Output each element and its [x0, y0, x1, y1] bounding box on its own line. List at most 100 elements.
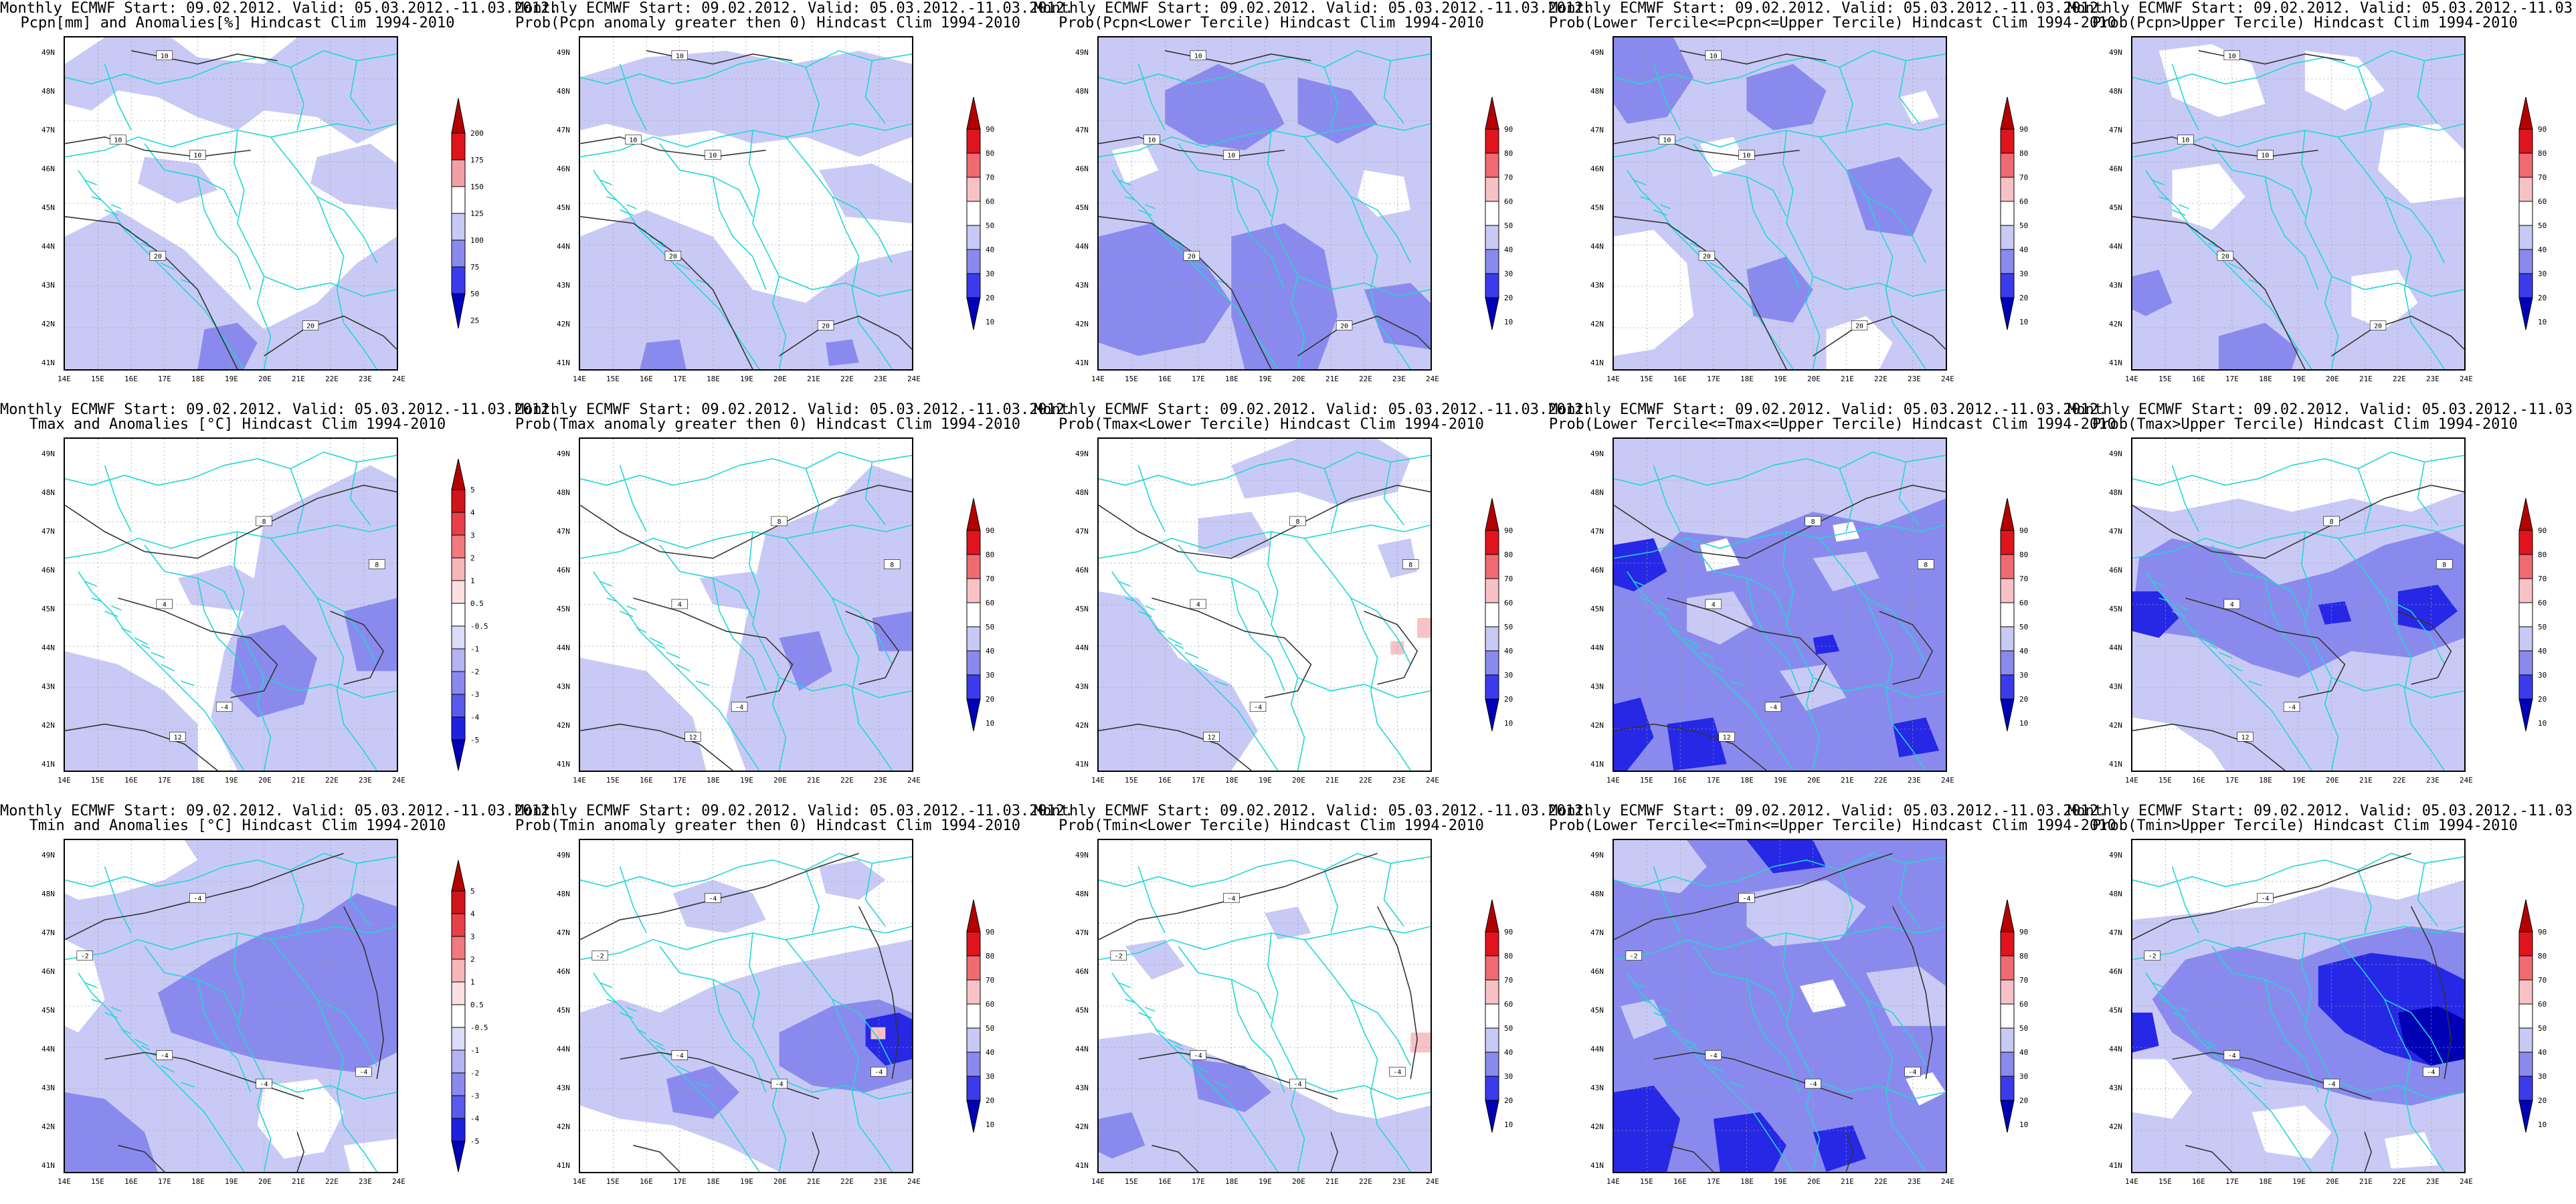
lat-tick-label: 48N — [41, 87, 55, 96]
lon-tick-label: 18E — [1740, 375, 1754, 383]
map-area: -4 -2 -4 -4 -4 — [1097, 839, 1432, 1173]
lon-tick-label: 22E — [1359, 1177, 1372, 1186]
lon-tick-label: 15E — [91, 776, 104, 785]
colorbar-label: 80 — [986, 550, 994, 559]
lat-tick-label: 47N — [1075, 527, 1089, 536]
lon-tick-label: 22E — [1359, 776, 1372, 785]
lon-tick-label: 16E — [2192, 375, 2205, 383]
colorbar-swatch — [451, 890, 466, 914]
lon-tick-label: 15E — [2158, 1177, 2172, 1186]
latitude-ticks: 49N 48N 47N 46N 45N 44N 43N 42N 41N — [1067, 437, 1095, 772]
longitude-ticks: 14E 15E 16E 17E 18E 19E 20E 21E 22E 23E 24E — [2125, 375, 2473, 385]
colorbar-swatch — [2518, 578, 2533, 603]
map-area: -4 -2 -4 -4 -4 — [64, 839, 398, 1173]
lat-tick-label: 49N — [2109, 851, 2122, 860]
contour-label: 20 — [154, 253, 162, 260]
lat-tick-label: 46N — [1075, 967, 1089, 976]
lon-tick-label: 23E — [1392, 1177, 1406, 1186]
contour-label: 4 — [1712, 601, 1716, 609]
colorbar-label: 70 — [2019, 575, 2028, 583]
map-canvas: -4 -2 -4 -4 -4 — [65, 840, 397, 1172]
lon-tick-label: 24E — [907, 375, 921, 383]
colorbar-swatch — [2000, 1051, 2015, 1077]
colorbar-label: 10 — [2019, 1120, 2028, 1129]
anomaly-field-region — [870, 1027, 886, 1039]
map-canvas: -4 -2 -4 -4 -4 — [2132, 840, 2464, 1172]
colorbar-label: 40 — [1504, 245, 1513, 254]
lon-tick-label: 14E — [2125, 776, 2138, 785]
panel-title-line-1: Monthly ECMWF Start: 09.02.2012. Valid: … — [1034, 0, 1592, 17]
lon-tick-label: 17E — [673, 776, 686, 785]
colorbar-swatch — [966, 650, 981, 676]
contour-label: -4 — [2261, 895, 2269, 902]
lat-tick-label: 45N — [1075, 203, 1089, 212]
colorbar-label: 50 — [986, 623, 994, 631]
lat-tick-label: 43N — [1075, 281, 1089, 290]
colorbar-swatch — [966, 626, 981, 651]
colorbar-label: 4 — [470, 910, 475, 918]
longitude-ticks: 14E 15E 16E 17E 18E 19E 20E 21E 22E 23E 24E — [1091, 1177, 1439, 1188]
colorbar-label: 70 — [986, 173, 994, 182]
lon-tick-label: 22E — [840, 776, 854, 785]
colorbar-label: 40 — [2538, 245, 2547, 254]
contour-label: -4 — [1393, 1069, 1401, 1076]
lon-tick-label: 17E — [673, 375, 686, 383]
contour-label: 8 — [262, 518, 266, 526]
lon-tick-label: 20E — [773, 1177, 787, 1186]
longitude-ticks: 14E 15E 16E 17E 18E 19E 20E 21E 22E 23E 24E — [2125, 1177, 2473, 1188]
lat-tick-label: 46N — [557, 967, 570, 976]
contour-label: -4 — [1194, 1052, 1202, 1060]
lon-tick-label: 17E — [1192, 375, 1205, 383]
lon-tick-label: 15E — [91, 375, 104, 383]
lat-tick-label: 42N — [557, 1122, 570, 1131]
colorbar-label: 50 — [1504, 1024, 1513, 1033]
map-area: 10 10 10 20 20 — [579, 36, 913, 371]
colorbar-swatch — [966, 1051, 981, 1077]
colorbar-swatch — [966, 249, 981, 274]
lon-tick-label: 24E — [1426, 776, 1439, 785]
panel-title-line-1: Monthly ECMWF Start: 09.02.2012. Valid: … — [1034, 803, 1592, 819]
anomaly-field-region — [2132, 591, 2179, 638]
contour-label: 10 — [2181, 137, 2189, 144]
longitude-ticks: 14E 15E 16E 17E 18E 19E 20E 21E 22E 23E 24E — [1606, 1177, 1954, 1188]
colorbar-swatch — [451, 1027, 466, 1051]
lon-tick-label: 15E — [606, 375, 620, 383]
colorbar-swatch — [2518, 602, 2533, 627]
panel-title-line-1: Monthly ECMWF Start: 09.02.2012. Valid: … — [2067, 803, 2576, 819]
anomaly-field-region — [1614, 439, 1946, 572]
colorbar-swatch — [451, 266, 466, 294]
anomaly-field-region — [2158, 43, 2266, 118]
lat-tick-label: 46N — [2109, 967, 2122, 976]
lon-tick-label: 14E — [1091, 1177, 1105, 1186]
colorbar-swatch — [2518, 1027, 2533, 1053]
colorbar-label: 60 — [986, 599, 994, 607]
colorbar-label: 80 — [986, 149, 994, 158]
lon-tick-label: 14E — [1091, 776, 1105, 785]
anomaly-field-region — [1746, 64, 1827, 130]
colorbar-label: 40 — [2538, 647, 2547, 656]
colorbar: 90 80 70 60 50 40 30 20 10 — [1479, 496, 1532, 733]
colorbar-label: 3 — [470, 932, 475, 941]
lon-tick-label: 17E — [158, 776, 171, 785]
lon-tick-label: 24E — [1941, 1177, 1954, 1186]
colorbar-swatch — [2000, 530, 2015, 555]
lat-tick-label: 48N — [1590, 87, 1604, 96]
colorbar-label: 60 — [986, 197, 994, 206]
contour-label: -4 — [775, 1081, 784, 1088]
colorbar-label: 50 — [986, 221, 994, 230]
lat-tick-label: 43N — [2109, 682, 2122, 691]
contour-label: 8 — [375, 561, 379, 569]
anomaly-field-region — [1614, 229, 1694, 357]
anomaly-field-region — [1111, 143, 1159, 184]
contour-label: -4 — [2427, 1069, 2435, 1076]
lat-tick-label: 48N — [1075, 87, 1089, 96]
colorbar: 90 80 70 60 50 40 30 20 10 — [960, 95, 1014, 332]
colorbar-label: 10 — [1504, 318, 1513, 326]
lon-tick-label: 14E — [58, 1177, 71, 1186]
lon-tick-label: 18E — [191, 375, 205, 383]
colorbar-swatch — [2000, 153, 2015, 178]
lat-tick-label: 47N — [1590, 527, 1604, 536]
colorbar-label: 50 — [2019, 221, 2028, 230]
lon-tick-label: 18E — [1740, 776, 1754, 785]
colorbar-label: 2 — [470, 554, 475, 563]
